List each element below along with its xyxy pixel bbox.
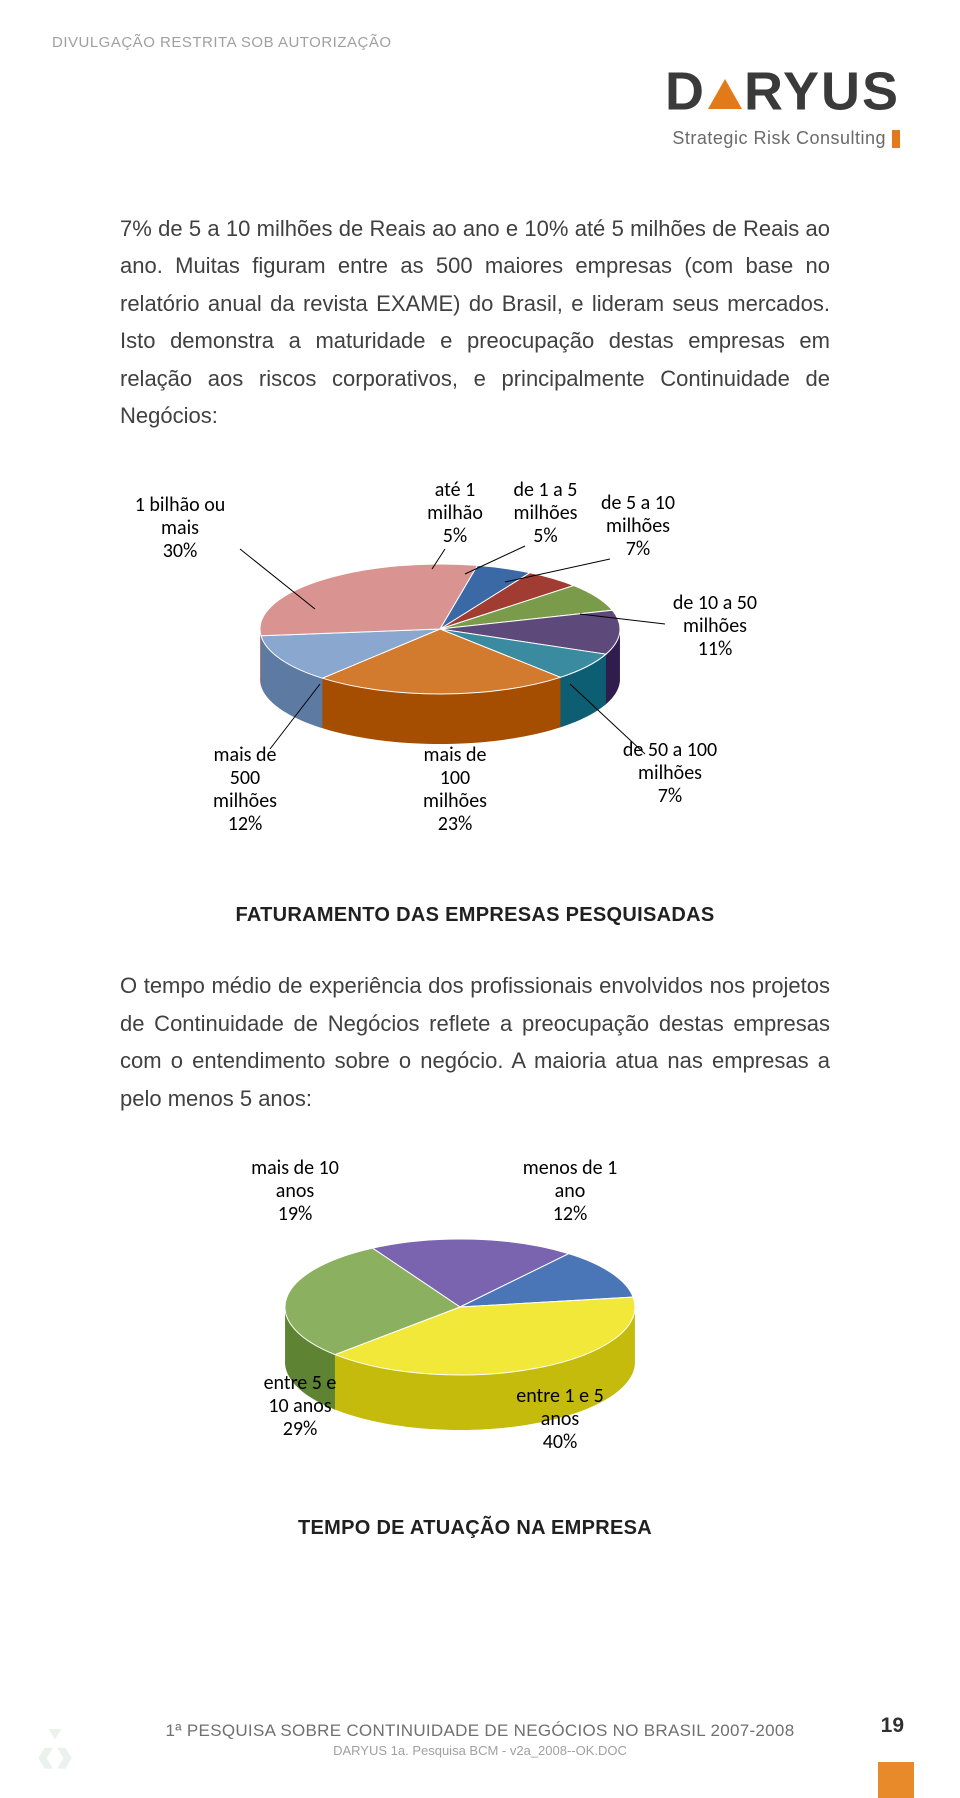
pie-chart-faturamento: 1 bilhão oumais30% até 1milhão5% de 1 a … — [120, 474, 830, 874]
logo-triangle-icon — [708, 64, 742, 118]
pie-chart-2-svg — [120, 1157, 830, 1487]
logo: DRYUS Strategic Risk Consulting — [665, 64, 900, 149]
paragraph-1: 7% de 5 a 10 milhões de Reais ao ano e 1… — [120, 210, 830, 434]
classification-text: DIVULGAÇÃO RESTRITA SOB AUTORIZAÇÃO — [52, 34, 392, 51]
page-footer: 1ª PESQUISA SOBRE CONTINUIDADE DE NEGÓCI… — [0, 1721, 960, 1758]
chart-2-title: TEMPO DE ATUAÇÃO NA EMPRESA — [120, 1517, 830, 1540]
paragraph-2: O tempo médio de experiência dos profiss… — [120, 967, 830, 1117]
corner-accent — [878, 1762, 914, 1798]
footer-main: 1ª PESQUISA SOBRE CONTINUIDADE DE NEGÓCI… — [0, 1721, 960, 1741]
pie-chart-tempo: mais de 10anos19% menos de 1ano12% entre… — [120, 1157, 830, 1487]
chart-1-title: FATURAMENTO DAS EMPRESAS PESQUISADAS — [120, 904, 830, 927]
page-number: 19 — [881, 1714, 904, 1738]
footer-sub: DARYUS 1a. Pesquisa BCM - v2a_2008--OK.D… — [0, 1743, 960, 1758]
logo-accent-bar — [892, 130, 900, 148]
logo-tagline: Strategic Risk Consulting — [665, 128, 900, 149]
logo-text: DRYUS — [665, 64, 900, 126]
